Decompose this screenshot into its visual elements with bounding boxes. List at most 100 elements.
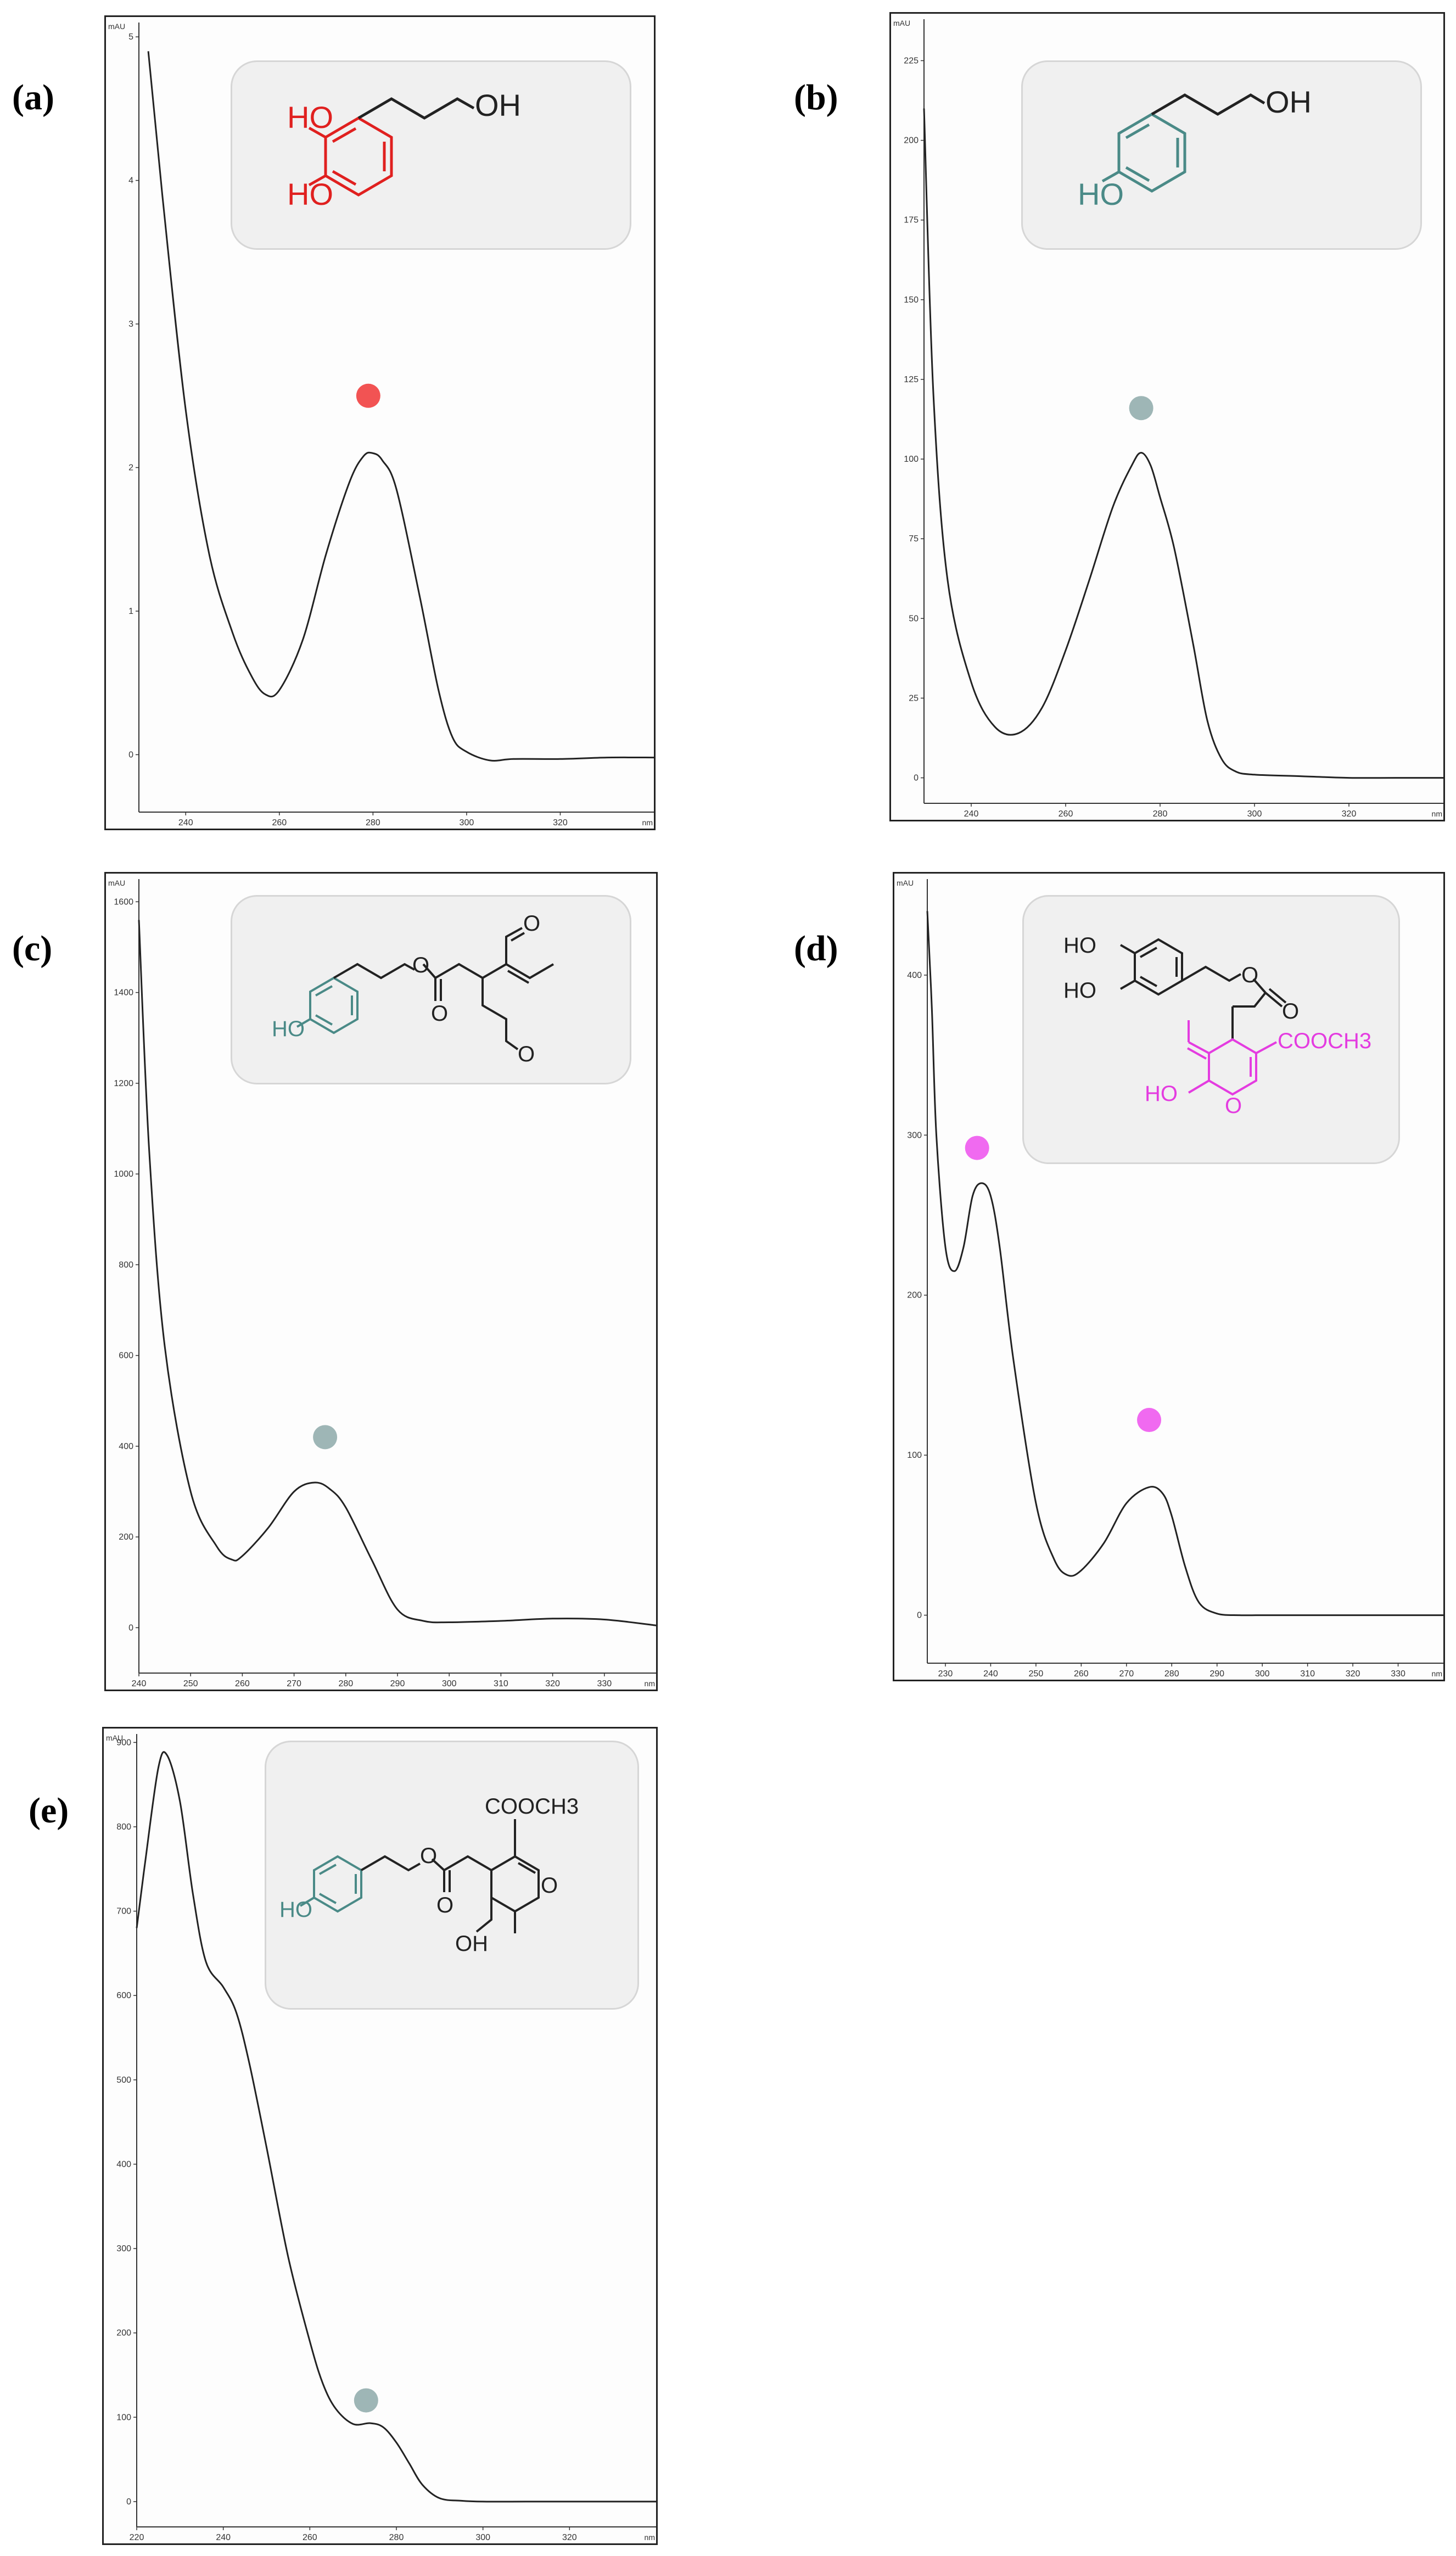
y-tick-label: 700: [116, 1907, 131, 1916]
oh-bond: [1120, 944, 1135, 954]
y-tick-label: 800: [119, 1260, 133, 1269]
y-unit-label: mAU: [893, 19, 910, 27]
ho-label-1: HO: [1063, 933, 1096, 958]
y-tick-label: 1000: [114, 1170, 133, 1179]
x-tick-label: 300: [442, 1679, 457, 1688]
y-tick-label: 500: [116, 2076, 131, 2085]
y-tick-label: 1600: [114, 897, 133, 907]
x-tick-label: 280: [338, 1679, 353, 1688]
x-tick-label: 260: [1059, 809, 1073, 819]
benzene-ring-c: [309, 976, 359, 1034]
peak-marker-dot: [965, 1136, 989, 1160]
x-tick-label: 290: [1209, 1669, 1224, 1679]
oleocanthal-structure: HO O O O O: [272, 911, 555, 1066]
y-tick-label: 400: [116, 2160, 131, 2169]
ester-o-label: O: [420, 1844, 437, 1868]
ring-double-bond: [1140, 947, 1157, 958]
x-unit-label: nm: [1432, 1669, 1442, 1678]
y-unit-label: mAU: [108, 879, 125, 887]
ring-double-bond: [332, 127, 357, 143]
y-tick-label: 25: [909, 693, 919, 703]
x-tick-label: 320: [562, 2533, 577, 2542]
x-unit-label: nm: [642, 818, 653, 827]
ho-label-1: HO: [287, 100, 333, 135]
alkene-double-bond: [507, 970, 530, 984]
x-tick-label: 240: [178, 818, 193, 827]
side-chain: [357, 97, 475, 120]
y-tick-label: 0: [917, 1611, 922, 1620]
ring-double-bond: [319, 1864, 337, 1875]
ring-ho-label: HO: [1145, 1082, 1178, 1106]
benzene-ring-b: [1117, 113, 1186, 193]
y-tick-label: 0: [126, 2497, 131, 2507]
uv-spectrum-e: mAU 0 100 200 300 400 500 600 700 800 900 220 240 260…: [106, 1733, 656, 2542]
y-tick-label: 1: [128, 607, 133, 616]
ring-double-bond: [315, 1014, 333, 1026]
x-tick-label: 260: [272, 818, 287, 827]
x-tick-label: 280: [366, 818, 380, 827]
ho-bond: [1188, 1080, 1210, 1094]
y-tick-label: 3: [128, 320, 133, 329]
aldehyde-o-label-2: O: [518, 1042, 535, 1066]
panel-label-d: (d): [794, 929, 838, 969]
y-tick-label: 4: [128, 176, 133, 186]
x-tick-label: 280: [389, 2533, 404, 2542]
carbonyl-o-label: O: [436, 1893, 453, 1917]
ester-bond: [431, 1858, 445, 1871]
x-tick-label: 250: [1029, 1669, 1044, 1679]
acetate-chain: [443, 1855, 492, 1871]
panel-label-a: (a): [12, 77, 54, 118]
x-tick-label: 260: [235, 1679, 250, 1688]
y-unit-label: mAU: [108, 22, 125, 31]
x-tick-label: 280: [1153, 809, 1168, 819]
y-tick-label: 200: [904, 136, 919, 146]
x-tick-label: 300: [475, 2533, 490, 2542]
y-tick-label: 0: [914, 774, 919, 783]
ho-label-2: HO: [287, 177, 333, 211]
dihydropyran-ring: [1208, 1038, 1257, 1096]
aldehyde-o-label-1: O: [523, 911, 540, 936]
uv-spectrum-d: mAU 0 100 200 300 400 230 240 250 260 270 280 290 300…: [897, 879, 1443, 1679]
y-tick-label: 50: [909, 614, 919, 623]
hydroxymethyl: [475, 1898, 492, 1933]
x-tick-label: 320: [1346, 1669, 1360, 1679]
peak-marker-dot: [354, 2388, 378, 2413]
y-tick-label: 200: [116, 2329, 131, 2338]
peak-marker-dot: [1137, 1408, 1162, 1433]
x-tick-label: 220: [130, 2533, 144, 2542]
ring-double-bond: [1125, 166, 1150, 182]
x-tick-label: 240: [216, 2533, 231, 2542]
oh-bond: [1101, 170, 1120, 183]
x-tick-label: 260: [303, 2533, 317, 2542]
aldehyde-2-chain: [481, 978, 519, 1050]
x-tick-label: 320: [545, 1679, 560, 1688]
tyrosol-structure: HO OH: [1078, 85, 1312, 211]
x-tick-label: 240: [964, 809, 979, 819]
ester-bond: [1252, 978, 1267, 994]
enal-chain: [481, 963, 555, 980]
oh-bond: [308, 126, 327, 139]
ester-bond: [1256, 1041, 1277, 1054]
x-tick-label: 270: [287, 1679, 301, 1688]
oh-bond: [1120, 980, 1135, 990]
x-tick-label: 330: [1391, 1669, 1405, 1679]
oh-bond: [308, 174, 327, 187]
oh-label: OH: [1265, 85, 1312, 119]
carbonyl-bond: [1268, 988, 1287, 1004]
panel-label-b: (b): [794, 77, 838, 118]
y-tick-label: 400: [907, 971, 922, 980]
ester-o-label: O: [1241, 963, 1258, 987]
x-tick-label: 300: [460, 818, 474, 827]
y-unit-label: mAU: [106, 1733, 123, 1742]
structure-box-d: HO HO O O COOCH3 HO O: [1022, 895, 1400, 1164]
ho-label-2: HO: [1063, 978, 1096, 1003]
y-tick-label: 225: [904, 56, 919, 65]
y-tick-label: 150: [904, 295, 919, 305]
peak-marker-dot: [313, 1425, 338, 1450]
oh-bond: [299, 1897, 315, 1907]
spectrum-line: [926, 911, 1443, 1617]
y-tick-label: 900: [116, 1738, 131, 1747]
ho-label: HO: [272, 1017, 305, 1041]
ring-double-bond: [517, 1862, 536, 1874]
x-tick-label: 260: [1074, 1669, 1089, 1679]
